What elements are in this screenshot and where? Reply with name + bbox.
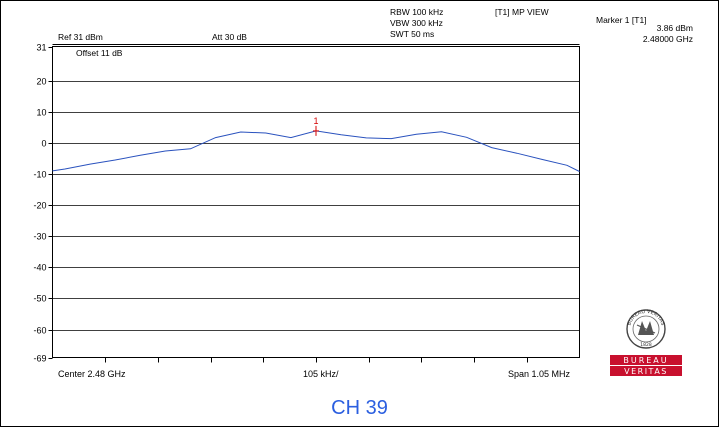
logo-word-veritas: VERITAS xyxy=(624,367,668,376)
vbw-label: VBW 300 kHz xyxy=(390,18,443,28)
trace-line xyxy=(52,130,580,172)
x-ticks xyxy=(105,357,528,363)
logo-word-bureau: BUREAU xyxy=(623,356,668,365)
y-ticks: 31 20 10 0 -10 -20 -30 -40 -50 -60 -69 xyxy=(33,43,53,364)
y-tick-label: -60 xyxy=(33,326,46,336)
marker-level: 3.86 dBm xyxy=(656,23,693,33)
y-tick-label: -10 xyxy=(33,170,46,180)
y-tick-label: 20 xyxy=(36,77,46,87)
y-tick-label: -30 xyxy=(33,232,46,242)
y-tick-label: 0 xyxy=(41,139,46,149)
logo-year: 1828 xyxy=(640,342,652,348)
rbw-label: RBW 100 kHz xyxy=(390,7,444,17)
marker-freq: 2.48000 GHz xyxy=(642,34,693,44)
y-tick-label: -50 xyxy=(33,294,46,304)
att-label: Att 30 dB xyxy=(212,32,247,42)
y-tick-label: -69 xyxy=(33,354,46,364)
grid-lines xyxy=(52,81,580,331)
center-freq-label: Center 2.48 GHz xyxy=(58,369,126,379)
channel-caption: CH 39 xyxy=(331,397,388,419)
plot-area xyxy=(52,46,580,358)
view-label: [T1] MP VIEW xyxy=(495,7,549,17)
offset-label: Offset 11 dB xyxy=(76,48,123,58)
marker-title: Marker 1 [T1] xyxy=(596,15,647,25)
y-tick-label: -20 xyxy=(33,201,46,211)
y-tick-label: -40 xyxy=(33,263,46,273)
swt-label: SWT 50 ms xyxy=(390,29,435,39)
y-tick-label: 10 xyxy=(36,108,46,118)
y-tick-label: 31 xyxy=(36,43,46,53)
marker-number: 1 xyxy=(313,116,318,126)
marker-1: 1 xyxy=(313,116,319,136)
ref-label: Ref 31 dBm xyxy=(58,32,103,42)
div-label: 105 kHz/ xyxy=(303,369,339,379)
bureau-veritas-logo: BUREAU VERITAS 1828 BUREAU VERITAS xyxy=(610,309,682,376)
span-label: Span 1.05 MHz xyxy=(508,369,571,379)
